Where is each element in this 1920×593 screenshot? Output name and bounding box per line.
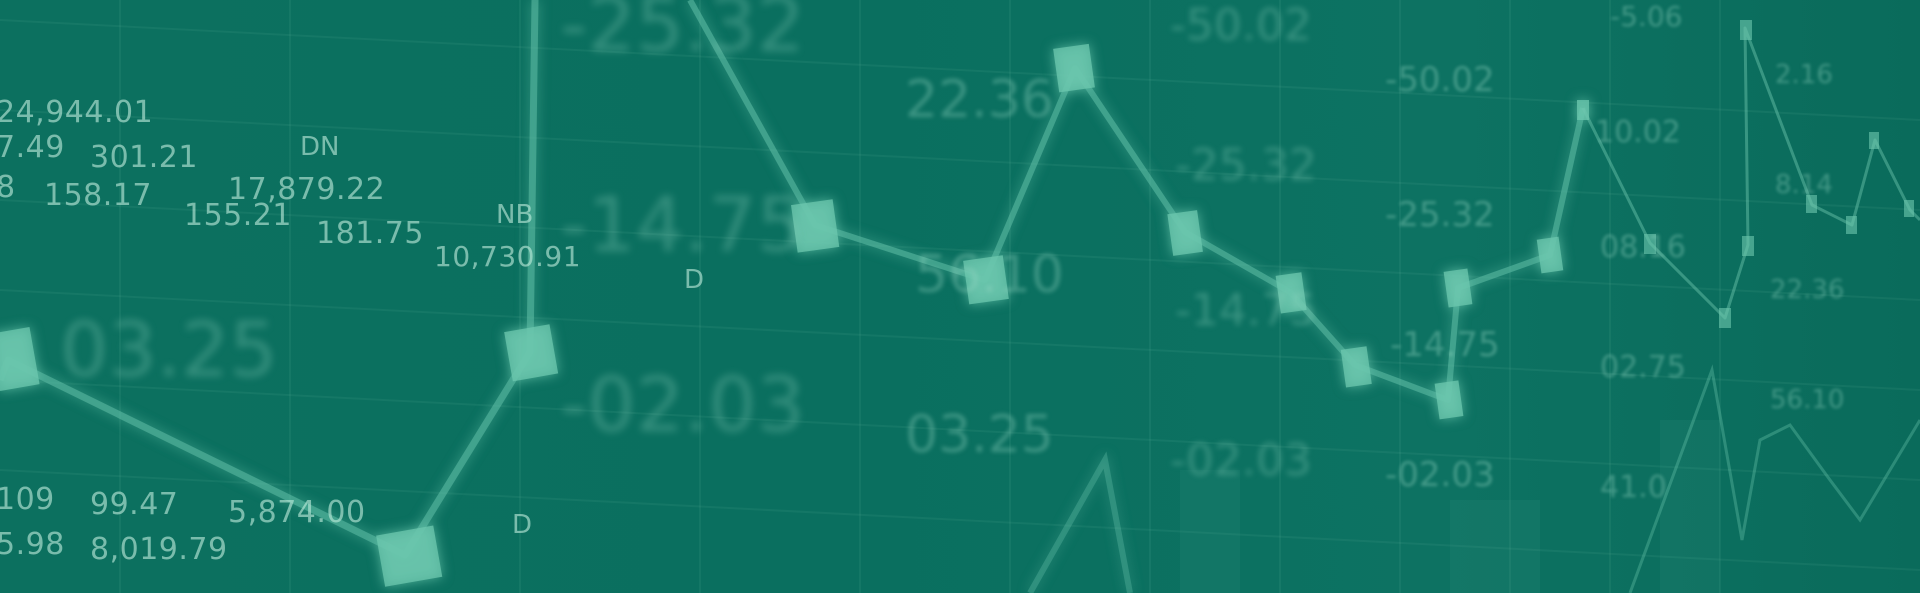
ticker-label: 155.21 xyxy=(184,198,292,233)
marker xyxy=(1644,234,1656,254)
marker xyxy=(504,324,559,382)
ticker-label: -02.03 xyxy=(560,360,805,449)
marker xyxy=(1719,308,1731,328)
marker xyxy=(1806,195,1817,213)
ticker-label: -5.06 xyxy=(1610,0,1683,33)
marker xyxy=(791,199,840,253)
ticker-label: -02.03 xyxy=(1385,455,1495,495)
ticker-label: D xyxy=(684,265,705,295)
ticker-label: -50.02 xyxy=(1385,60,1495,100)
ticker-label: DN xyxy=(300,132,340,162)
marker xyxy=(1167,210,1203,256)
ticker-label: 22.36 xyxy=(905,70,1054,130)
ticker-label: 17,879.22 xyxy=(228,172,386,207)
marker xyxy=(376,525,443,587)
marker xyxy=(1434,380,1464,420)
main-trend-line xyxy=(0,0,1589,587)
ticker-label: NB xyxy=(496,200,534,230)
marker xyxy=(1869,132,1879,149)
ticker-label: 8,019.79 xyxy=(90,532,228,567)
ticker-label: -50.02 xyxy=(1170,0,1312,51)
marker xyxy=(1846,216,1857,234)
marker xyxy=(0,326,40,392)
marker xyxy=(1340,346,1372,388)
ticker-label: 109 xyxy=(0,482,55,517)
ticker-label: 301.21 xyxy=(90,140,198,175)
ticker-label: -25.32 xyxy=(1385,195,1495,235)
ticker-label: 10,730.91 xyxy=(434,240,582,273)
ticker-label: 08.16 xyxy=(1600,230,1686,265)
ticker-label: 2.16 xyxy=(1775,60,1833,90)
ticker-label: 5,874.00 xyxy=(228,495,366,530)
marker xyxy=(1577,100,1589,120)
ticker-label: 158.17 xyxy=(44,178,152,213)
marker xyxy=(1740,20,1752,40)
ticker-label: 99.47 xyxy=(90,487,179,522)
marker xyxy=(1742,236,1754,256)
ticker-label: -02.03 xyxy=(1170,435,1312,486)
secondary-trend-line xyxy=(1027,20,1920,593)
ticker-label: -14.75 xyxy=(1390,325,1500,365)
ticker-label: 5.98 xyxy=(0,527,65,562)
ticker-label: 24,944.01 xyxy=(0,95,154,130)
marker xyxy=(1904,200,1914,217)
ticker-label: 10.02 xyxy=(1595,115,1681,150)
marker xyxy=(1275,272,1307,314)
ticker-label: 8.14 xyxy=(1775,170,1833,200)
ticker-label: 03.25 xyxy=(60,305,278,394)
marker xyxy=(963,255,1009,305)
ticker-label: -14.75 xyxy=(1175,285,1317,336)
marker xyxy=(1443,268,1473,308)
marker xyxy=(1053,43,1095,93)
volume-bars xyxy=(1180,420,1720,593)
ticker-label: D xyxy=(512,510,533,540)
marker xyxy=(1536,236,1564,274)
ticker-label: -25.32 xyxy=(560,0,805,69)
ticker-label: -14.75 xyxy=(560,180,805,269)
ticker-label: 03.25 xyxy=(905,405,1054,465)
ticker-label: 22.36 xyxy=(1770,275,1845,305)
ticker-label: 56.10 xyxy=(915,245,1064,305)
ticker-label: 181.75 xyxy=(316,216,424,251)
ticker-label: -25.32 xyxy=(1175,140,1317,191)
ticker-label: 8 xyxy=(0,170,16,205)
ticker-label: 7.49 xyxy=(0,130,65,165)
ticker-label: 56.10 xyxy=(1770,385,1845,415)
ticker-label: 02.75 xyxy=(1600,350,1686,385)
ticker-label: 41.0 xyxy=(1600,470,1667,505)
